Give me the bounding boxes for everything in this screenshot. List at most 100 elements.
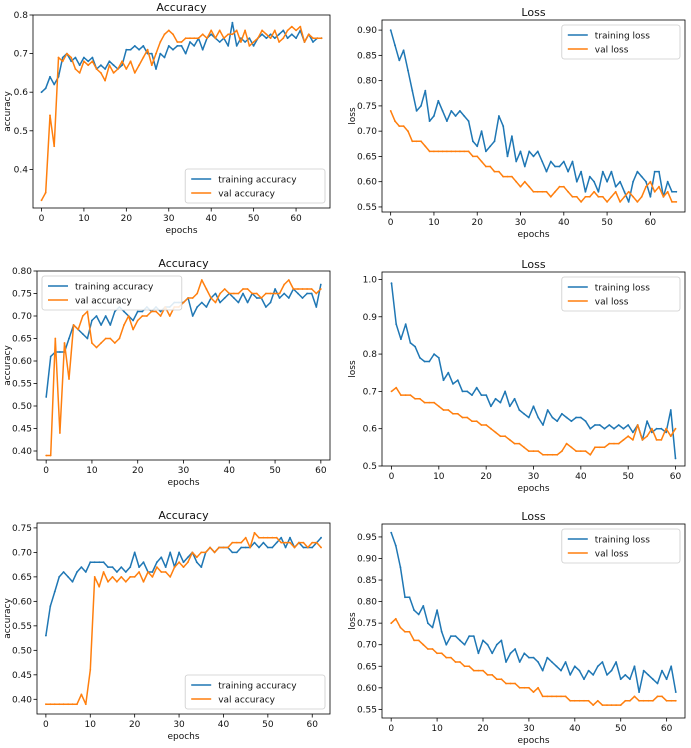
data-point	[610, 704, 613, 706]
data-point	[646, 435, 648, 438]
data-point	[597, 190, 600, 193]
y-tick-label: 0.60	[12, 597, 32, 607]
data-point	[187, 556, 189, 559]
data-point	[142, 580, 145, 583]
data-point	[104, 79, 106, 82]
data-point	[532, 155, 535, 158]
data-point	[218, 29, 221, 32]
data-point	[100, 324, 102, 326]
data-point	[87, 60, 90, 63]
data-point	[561, 450, 563, 452]
data-point	[578, 669, 581, 672]
data-point	[445, 643, 448, 646]
data-point	[89, 561, 92, 564]
legend-box	[41, 275, 183, 311]
chart-panel-2: Loss 0 10 20 30 40 50 60 0.55 0.60 0.65 0.70 0.75 0.8…	[348, 6, 686, 240]
data-point	[485, 394, 488, 396]
y-tick-label: 0.60	[12, 357, 32, 367]
y-tick-label: 0.7	[363, 387, 377, 397]
data-point	[560, 695, 562, 698]
data-point	[441, 150, 444, 153]
data-point	[136, 319, 139, 322]
data-point	[116, 571, 118, 573]
data-point	[231, 33, 234, 36]
data-point	[163, 33, 166, 36]
data-point	[306, 546, 309, 549]
data-point	[235, 29, 238, 32]
data-point	[623, 190, 626, 193]
data-point	[427, 622, 429, 625]
legend-label: val loss	[595, 550, 629, 560]
data-point	[642, 699, 645, 702]
data-point	[598, 424, 601, 426]
data-point	[594, 446, 596, 449]
y-tick-label: 0.70	[357, 641, 377, 651]
data-point	[214, 301, 217, 304]
data-point	[404, 323, 407, 326]
data-point	[450, 656, 452, 659]
data-point	[200, 551, 203, 554]
data-point	[284, 541, 287, 544]
y-tick-label: 0.4	[14, 165, 29, 175]
data-point	[619, 201, 621, 203]
data-point	[431, 648, 434, 650]
data-point	[593, 180, 595, 183]
x-tick-label: 50	[262, 720, 274, 730]
data-point	[442, 379, 445, 382]
data-point	[184, 52, 187, 55]
data-point	[218, 41, 221, 43]
chart-panel-1: Accuracy 0 10 20 30 40 50 60 0.4 0.5 0.6 0.7 0.8 epoc…	[3, 1, 331, 236]
data-point	[191, 297, 194, 299]
data-point	[499, 401, 502, 404]
data-point	[493, 140, 496, 143]
data-point	[312, 37, 314, 40]
x-tick-label: 50	[269, 466, 281, 476]
data-point	[477, 669, 480, 672]
data-point	[536, 150, 539, 153]
chart-panel-5: Accuracy 0 10 20 30 40 50 60 0.40 0.45 0.50 0.55 0.6…	[3, 509, 331, 742]
data-point	[74, 56, 77, 59]
data-point	[592, 704, 595, 706]
data-point	[589, 427, 592, 430]
y-tick-label: 0.55	[357, 705, 377, 715]
data-point	[233, 292, 235, 295]
data-point	[452, 383, 454, 385]
data-point	[537, 686, 539, 689]
data-point	[564, 661, 567, 663]
data-point	[104, 315, 107, 317]
data-point	[498, 115, 500, 117]
data-point	[299, 25, 302, 28]
data-point	[575, 450, 577, 452]
data-point	[156, 561, 158, 564]
data-point	[545, 190, 548, 193]
data-point	[398, 125, 401, 127]
data-point	[178, 551, 181, 554]
data-point	[674, 457, 677, 460]
data-point	[237, 301, 240, 304]
data-point	[265, 292, 267, 295]
data-point	[142, 56, 145, 59]
data-point	[414, 397, 416, 400]
data-point	[493, 170, 496, 173]
x-tick-label: 60	[315, 466, 327, 476]
data-point	[104, 337, 107, 340]
data-point	[295, 29, 297, 32]
data-point	[579, 416, 582, 419]
data-point	[537, 450, 540, 452]
y-axis-label: loss	[348, 107, 358, 125]
legend-label: training accuracy	[75, 283, 154, 293]
data-point	[129, 60, 132, 63]
data-point	[433, 150, 435, 153]
data-point	[638, 699, 640, 702]
data-point	[147, 571, 149, 573]
x-tick-label: 60	[661, 724, 673, 734]
data-point	[551, 453, 554, 456]
data-point	[466, 390, 469, 393]
data-point	[411, 140, 414, 143]
data-point	[242, 288, 244, 290]
data-point	[180, 45, 183, 47]
data-point	[571, 160, 574, 163]
data-point	[113, 310, 116, 313]
y-tick-label: 0.45	[12, 425, 32, 435]
data-point	[436, 652, 438, 655]
